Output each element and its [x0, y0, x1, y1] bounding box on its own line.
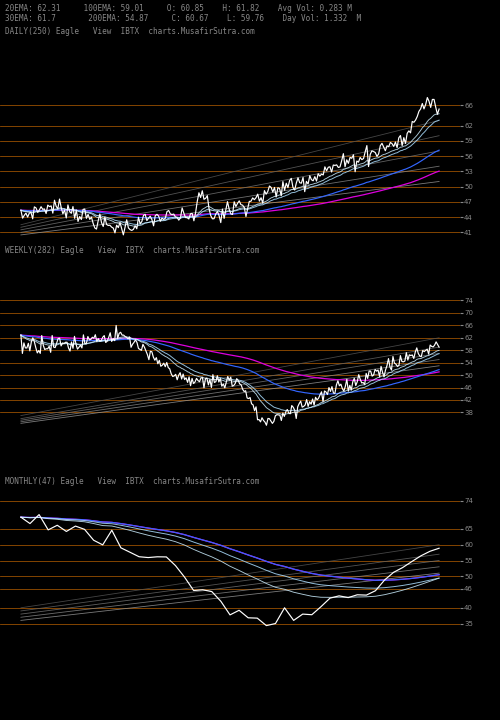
Text: DAILY(250) Eagle   View  IBTX  charts.MusafirSutra.com: DAILY(250) Eagle View IBTX charts.Musafi… — [5, 27, 255, 36]
Text: 20EMA: 62.31     100EMA: 59.01     O: 60.85    H: 61.82    Avg Vol: 0.283 M: 20EMA: 62.31 100EMA: 59.01 O: 60.85 H: 6… — [5, 4, 352, 12]
Text: 30EMA: 61.7       200EMA: 54.87     C: 60.67    L: 59.76    Day Vol: 1.332  M: 30EMA: 61.7 200EMA: 54.87 C: 60.67 L: 59… — [5, 14, 361, 23]
Text: WEEKLY(282) Eagle   View  IBTX  charts.MusafirSutra.com: WEEKLY(282) Eagle View IBTX charts.Musaf… — [5, 246, 260, 255]
Text: MONTHLY(47) Eagle   View  IBTX  charts.MusafirSutra.com: MONTHLY(47) Eagle View IBTX charts.Musaf… — [5, 477, 260, 485]
